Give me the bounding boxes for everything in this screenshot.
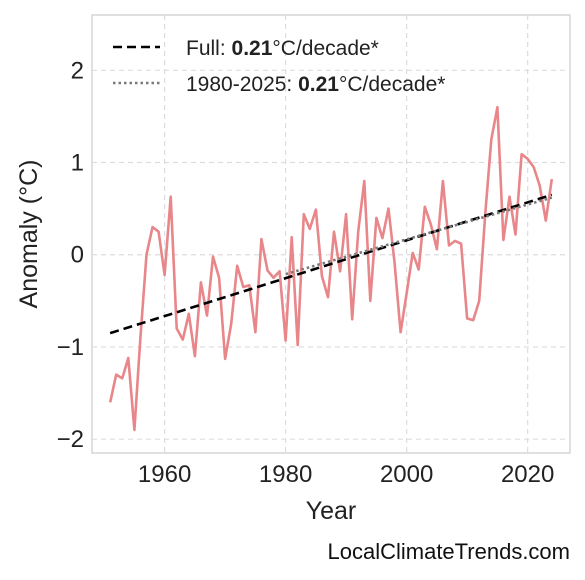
x-tick-label: 2020 — [501, 461, 554, 488]
x-tick-labels: 1960 1980 2000 2020 — [138, 461, 554, 488]
legend-entry-dotted: 1980-2025: 0.21°C/decade* — [186, 73, 445, 96]
site-credit: LocalClimateTrends.com — [327, 539, 571, 564]
x-tick-label: 1960 — [138, 461, 191, 488]
y-tick-labels: −2 −1 0 1 2 — [57, 57, 84, 453]
trend-line-1980-2025 — [285, 196, 553, 276]
x-tick-label: 1980 — [259, 461, 312, 488]
y-tick-label: 2 — [71, 57, 84, 84]
y-axis-label: Anomaly (°C) — [15, 160, 43, 309]
y-tick-label: −2 — [57, 426, 84, 453]
x-axis-label: Year — [306, 497, 357, 525]
x-tick-label: 2000 — [380, 461, 433, 488]
y-tick-label: 1 — [71, 150, 84, 177]
legend-entry-dashed: Full: 0.21°C/decade* — [186, 37, 379, 60]
y-tick-label: −1 — [57, 334, 84, 361]
y-tick-label: 0 — [71, 242, 84, 269]
trend-line-full — [109, 193, 553, 335]
legend: Full: 0.21°C/decade* 1980-2025: 0.21°C/de… — [113, 37, 445, 96]
series-layer — [108, 105, 554, 432]
